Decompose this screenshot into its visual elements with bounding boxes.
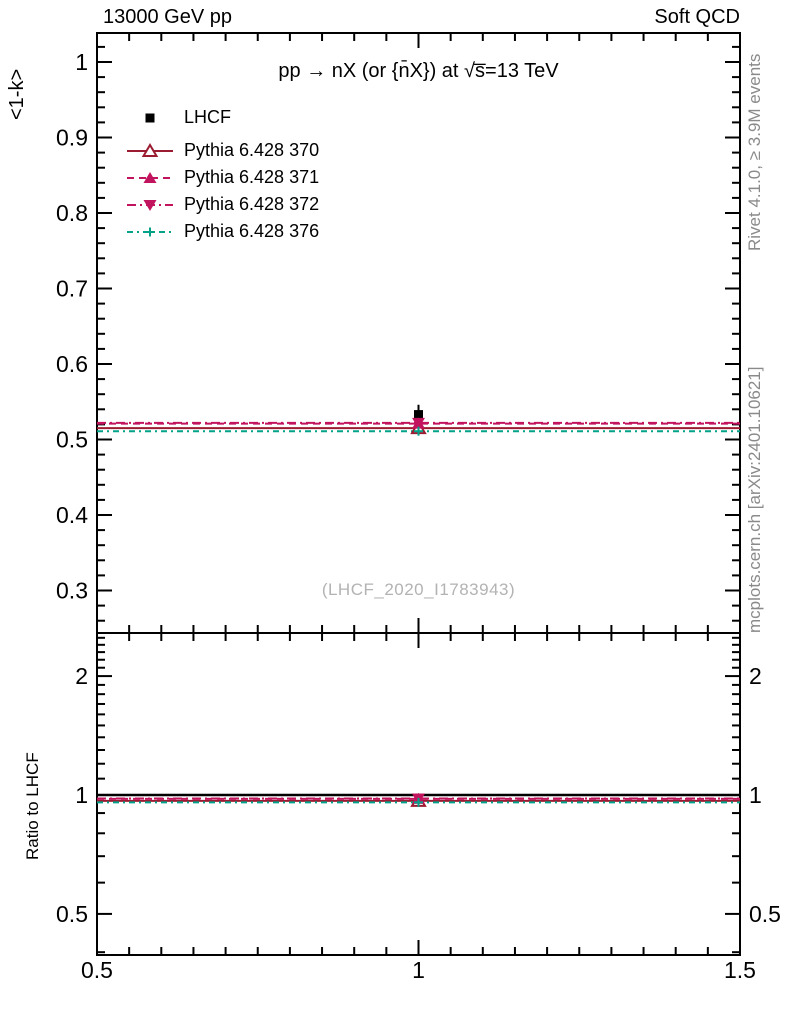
legend-label: Pythia 6.428 372 xyxy=(184,194,320,214)
legend-marker-glyph xyxy=(143,171,157,183)
main-y-tick-label: 0.8 xyxy=(56,200,88,226)
legend-label: Pythia 6.428 376 xyxy=(184,221,320,241)
ratio-y-tick-label-left: 1 xyxy=(75,782,88,808)
legend-item: Pythia 6.428 372 xyxy=(126,191,319,218)
main-y-tick-label: 0.6 xyxy=(56,351,88,377)
legend: LHCF Pythia 6.428 370 Pythia 6.428 371 Pyth… xyxy=(126,104,319,245)
legend-marker xyxy=(127,227,173,236)
main-y-axis-label: <1-k> xyxy=(6,68,28,120)
ratio-y-tick-label-right: 2 xyxy=(749,663,762,689)
lhcf-data-marker xyxy=(414,410,423,420)
main-y-tick-label: 0.7 xyxy=(56,276,88,302)
series-marker-main xyxy=(414,426,423,436)
main-y-tick-label: 0.5 xyxy=(56,427,88,453)
mcplots-credit-label: mcplots.cern.ch [arXiv:2401.10621] xyxy=(745,366,764,633)
legend-marker-glyph xyxy=(145,227,155,236)
series-marker-main xyxy=(412,417,425,429)
series-marker-ratio xyxy=(414,797,423,807)
legend-label: Pythia 6.428 371 xyxy=(184,167,320,187)
ratio-y-tick-label-left: 0.5 xyxy=(56,901,88,927)
beam-energy-label: 13000 GeV pp xyxy=(103,6,232,28)
legend-marker xyxy=(127,199,173,211)
process-group-label: Soft QCD xyxy=(654,6,740,28)
ratio-y-tick-label-right: 1 xyxy=(749,782,762,808)
legend-marker xyxy=(127,171,173,183)
legend-marker-glyph xyxy=(145,113,155,122)
main-y-tick-label: 0.9 xyxy=(56,125,88,151)
legend-item: LHCF xyxy=(126,104,319,131)
main-y-tick-label: 1 xyxy=(75,49,88,75)
x-tick-label: 1 xyxy=(412,957,425,983)
main-y-tick-label: 0.3 xyxy=(56,578,88,604)
markers xyxy=(410,404,427,807)
legend-marker-glyph xyxy=(143,199,157,211)
plot-title: pp → nX (or {n̄X}) at √s̅=13 TeV xyxy=(278,60,559,82)
ratio-y-tick-label-right: 0.5 xyxy=(749,901,781,927)
legend-label: Pythia 6.428 370 xyxy=(184,140,320,160)
legend-marker-glyph xyxy=(141,142,159,157)
legend-marker xyxy=(127,142,173,157)
x-tick-label: 1.5 xyxy=(724,957,756,983)
legend-item: Pythia 6.428 376 xyxy=(126,218,319,245)
main-y-tick-label: 0.4 xyxy=(56,502,88,528)
ratio-y-axis-label: Ratio to LHCF xyxy=(23,752,42,860)
legend-item: Pythia 6.428 371 xyxy=(126,164,319,191)
rivet-version-label: Rivet 4.1.0, ≥ 3.9M events xyxy=(745,53,764,251)
x-tick-label: 0.5 xyxy=(81,957,113,983)
legend-label: LHCF xyxy=(184,107,232,127)
legend-marker xyxy=(145,113,155,122)
analysis-watermark: (LHCF_2020_I1783943) xyxy=(321,580,516,599)
ratio-y-tick-label-left: 2 xyxy=(75,663,88,689)
legend-item: Pythia 6.428 370 xyxy=(126,137,319,164)
